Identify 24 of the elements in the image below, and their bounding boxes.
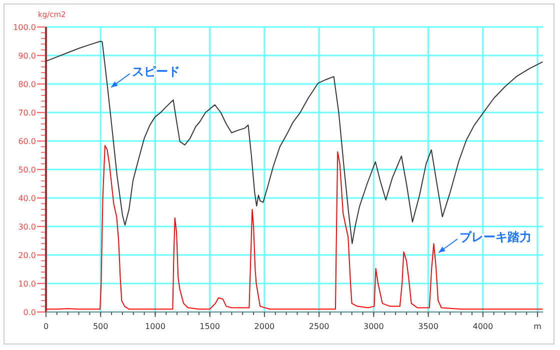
y-tick-label: 50.0 [18, 166, 36, 174]
x-tick-label: m [534, 322, 542, 331]
y-tick-label: 90.0 [18, 52, 36, 60]
y-tick-label: 100.0 [13, 23, 36, 32]
y-tick-label: 20.0 [18, 251, 36, 260]
x-tick-label: 0 [43, 322, 49, 331]
y-tick-label: 0.0 [23, 308, 36, 317]
y-tick-label: 40.0 [18, 194, 36, 203]
x-tick-label: 4000 [472, 322, 494, 331]
x-tick-label: 1500 [200, 322, 220, 331]
x-tick-label: 500 [92, 322, 108, 331]
x-tick-label: 3500 [418, 322, 438, 331]
line-series [46, 40, 544, 244]
y-tick-label: 10.0 [18, 280, 36, 288]
annotation: ブレーキ踏力 [459, 230, 532, 244]
x-tick-label: 2500 [308, 322, 330, 331]
y-tick-label: 70.0 [18, 108, 36, 118]
y-tick-label: 80.0 [18, 80, 36, 89]
x-tick-label: 3000 [364, 322, 384, 331]
line-series [46, 145, 544, 310]
x-tick-label: 1000 [145, 322, 166, 331]
y-tick-label: 30.0 [18, 222, 36, 232]
y-tick-label: 60.0 [18, 137, 36, 146]
x-tick-label: 2000 [254, 322, 275, 331]
